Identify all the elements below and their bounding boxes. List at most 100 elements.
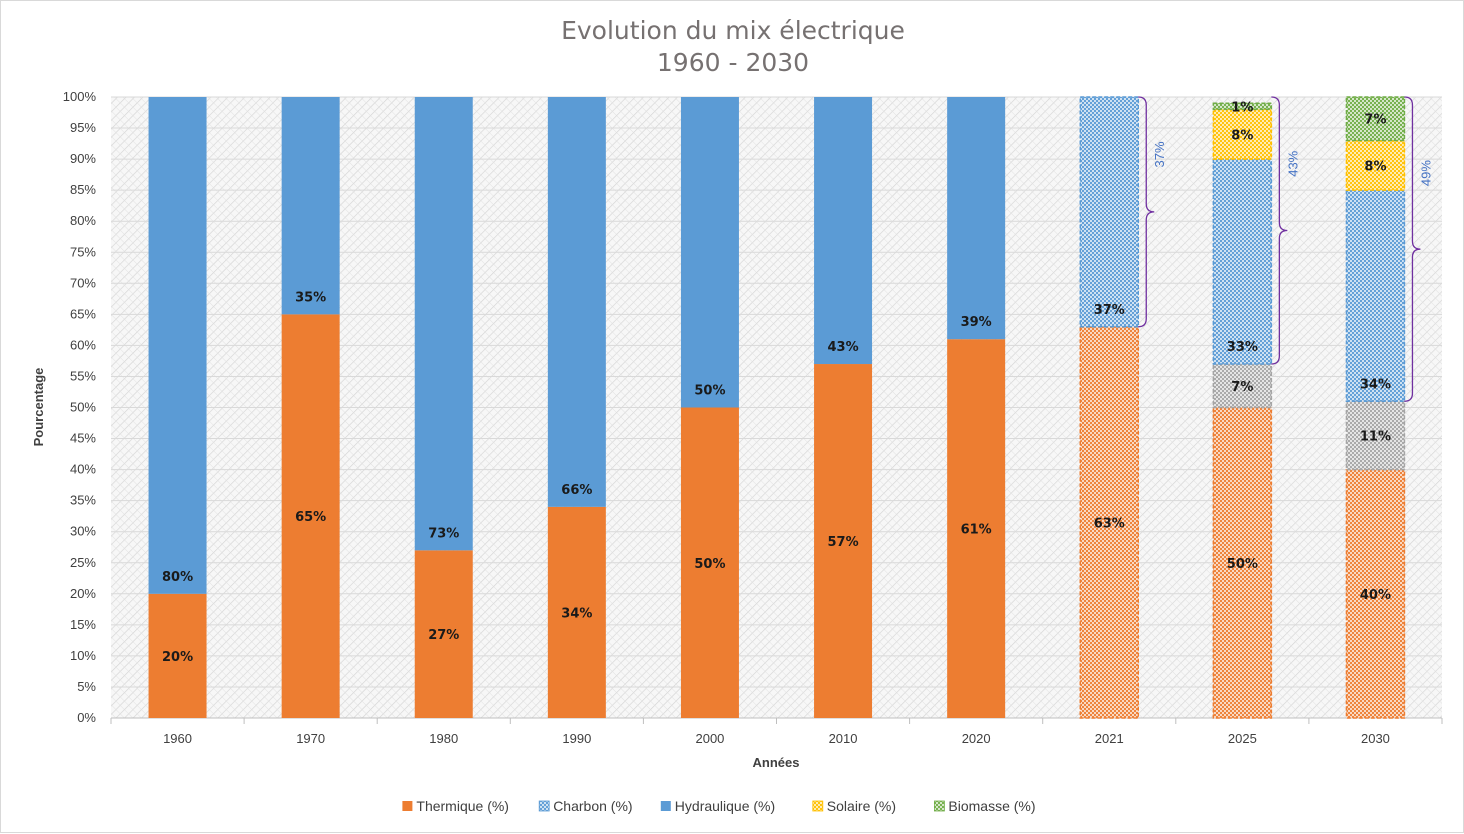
bar-hydraulique-2010 [814, 97, 873, 365]
bar-thermique-1970 [281, 314, 340, 718]
data-label: 40% [1360, 588, 1391, 603]
data-label: 57% [827, 535, 858, 550]
y-tick-label: 45% [70, 431, 96, 446]
data-label: 50% [1227, 557, 1258, 572]
bar-solaire-2025 [1212, 108, 1273, 160]
legend-item: Thermique (%) [402, 798, 509, 814]
data-label: 50% [694, 557, 725, 572]
data-label: 34% [1360, 377, 1391, 392]
legend-swatch [934, 800, 945, 812]
bar-hydraulique-2020 [947, 97, 1006, 340]
annotation-label: 37% [1152, 141, 1167, 167]
legend-item: Charbon (%) [538, 798, 633, 814]
data-label: 80% [162, 570, 193, 585]
y-tick-label: 80% [70, 213, 96, 228]
bar-hydraulique-1990 [547, 97, 606, 507]
data-label: 43% [827, 340, 858, 355]
x-tick-label: 1960 [163, 731, 192, 746]
data-label: 63% [1094, 516, 1125, 531]
data-label: 27% [428, 628, 459, 643]
bar-thermique-2030 [1345, 468, 1406, 719]
legend-label: Thermique (%) [416, 798, 509, 814]
data-label: 37% [1094, 303, 1125, 318]
legend-label: Biomasse (%) [948, 798, 1035, 814]
y-tick-label: 70% [70, 275, 96, 290]
data-label: 7% [1364, 113, 1386, 128]
legend-swatch [402, 801, 413, 811]
bar-biomasse-2030 [1345, 96, 1406, 142]
bar-charbon-2030 [1345, 400, 1406, 471]
bar-thermique-2020 [947, 339, 1006, 718]
y-tick-label: 55% [70, 368, 96, 383]
data-label: 50% [694, 384, 725, 399]
y-tick-label: 40% [70, 462, 96, 477]
data-label: 65% [295, 510, 326, 525]
data-label: 34% [561, 606, 592, 621]
annotation-brace [1138, 96, 1155, 328]
bar-hydraulique-1960 [148, 97, 207, 594]
bar-thermique-1960 [148, 593, 207, 718]
bar-charbon-2025 [1212, 363, 1273, 409]
data-label: 66% [561, 483, 592, 498]
bar-hydraulique-1970 [281, 97, 340, 315]
x-tick-label: 2000 [695, 731, 724, 746]
data-label: 11% [1360, 429, 1391, 444]
x-tick-label: 2020 [962, 731, 991, 746]
data-label: 8% [1231, 128, 1253, 143]
legend-item: Hydraulique (%) [660, 798, 775, 814]
y-axis-title: Pourcentage [31, 368, 46, 447]
y-tick-label: 30% [70, 524, 96, 539]
bars [148, 96, 1406, 719]
data-label: 20% [162, 650, 193, 665]
data-label: 39% [961, 315, 992, 330]
y-tick-label: 5% [77, 679, 96, 694]
annotation-label: 49% [1418, 160, 1433, 186]
y-tick-label: 65% [70, 306, 96, 321]
x-tick-label: 1980 [429, 731, 458, 746]
bar-hydraulique-2021 [1079, 96, 1139, 328]
y-tick-label: 15% [70, 617, 96, 632]
bar-hydraulique-2030 [1345, 189, 1406, 403]
annotation-label: 43% [1285, 150, 1300, 176]
y-tick-label: 85% [70, 182, 96, 197]
chart-subtitle: 1960 - 2030 [657, 48, 809, 77]
y-tick-label: 10% [70, 648, 96, 663]
y-tick-label: 60% [70, 337, 96, 352]
data-label: 61% [961, 523, 992, 538]
data-label: 1% [1231, 100, 1253, 115]
legend-label: Solaire (%) [827, 798, 896, 814]
bar-hydraulique-2000 [680, 97, 739, 408]
legend-label: Hydraulique (%) [675, 798, 775, 814]
y-axis-ticks: 0% 5% 10% 15% 20% 25% 30% 35% 40% 45% 50% 55% 60% 65%… [63, 89, 97, 725]
y-tick-label: 50% [70, 400, 96, 415]
bar-hydraulique-2025 [1212, 158, 1273, 365]
legend-swatch [538, 800, 550, 812]
bar-thermique-1980 [414, 550, 473, 718]
y-tick-label: 35% [70, 493, 96, 508]
bar-thermique-2021 [1079, 326, 1139, 719]
x-tick-label: 2021 [1095, 731, 1124, 746]
y-tick-label: 0% [77, 710, 96, 725]
annotation-braces: 37% 43% 49% [1138, 96, 1433, 402]
y-tick-label: 25% [70, 555, 96, 570]
data-label: 8% [1364, 159, 1386, 174]
bar-thermique-1990 [547, 506, 606, 718]
annotation-brace [1404, 96, 1421, 402]
bar-thermique-2000 [680, 407, 739, 718]
data-label: 35% [295, 290, 326, 305]
x-tick-label: 2025 [1228, 731, 1257, 746]
chart-title: Evolution du mix électrique [561, 16, 905, 45]
legend-item: Biomasse (%) [934, 798, 1036, 814]
y-tick-label: 95% [70, 120, 96, 135]
legend: Thermique (%) Charbon (%) Hydraulique (%) S… [402, 798, 1036, 814]
data-label: 7% [1231, 380, 1253, 395]
data-label: 33% [1227, 340, 1258, 355]
legend-swatch [660, 801, 671, 811]
legend-item: Solaire (%) [812, 798, 896, 814]
bar-biomasse-2025 [1212, 102, 1273, 111]
x-axis-title: Années [753, 755, 800, 770]
bar-labels: 20% 80% 65% 35% 27% 73% 34% 66% 50% 50% 57% 43% 61% 3… [162, 100, 1391, 665]
legend-label: Charbon (%) [553, 798, 632, 814]
